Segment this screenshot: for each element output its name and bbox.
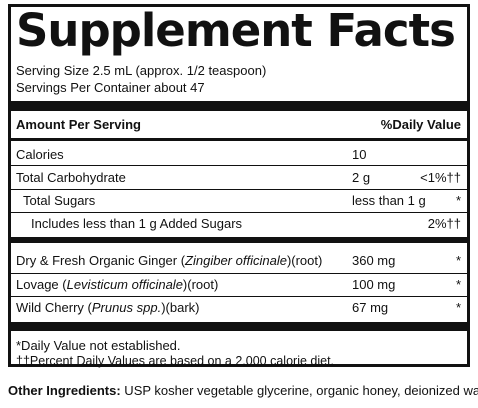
- row-carbohydrate-name: Total Carbohydrate: [16, 170, 126, 185]
- row-carbohydrate-dv: <1%††: [420, 170, 461, 185]
- header-divider: [11, 138, 467, 141]
- row-calories-amount: 10: [352, 147, 367, 162]
- row-added-sugars-dv: 2%††: [427, 216, 461, 231]
- amount-per-serving-header: Amount Per Serving: [16, 117, 141, 132]
- thick-divider-middle: [11, 237, 467, 243]
- row-divider: [11, 273, 467, 274]
- row-calories-name: Calories: [16, 147, 64, 162]
- row-wild-cherry-amount: 67 mg: [352, 300, 389, 315]
- row-total-sugars-name: Total Sugars: [23, 193, 96, 208]
- servings-per-container: Servings Per Container about 47: [16, 80, 205, 95]
- supplement-facts-panel: Supplement Facts Serving Size 2.5 mL (ap…: [8, 4, 470, 368]
- row-ginger-amount: 360 mg: [352, 253, 396, 268]
- row-wild-cherry-dv: *: [455, 300, 461, 315]
- thick-divider-bottom: [11, 322, 467, 331]
- row-divider: [11, 212, 467, 213]
- row-ginger-dv: *: [455, 253, 461, 268]
- footnote-daily-value: *Daily Value not established.: [16, 338, 181, 353]
- row-lovage-amount: 100 mg: [352, 277, 396, 292]
- other-ingredients-label: Other Ingredients:: [8, 383, 121, 398]
- row-lovage-name: Lovage (Levisticum officinale)(root): [16, 277, 219, 292]
- thick-divider-top: [11, 101, 467, 111]
- row-lovage-dv: *: [455, 277, 461, 292]
- row-added-sugars-name: Includes less than 1 g Added Sugars: [31, 216, 243, 231]
- row-wild-cherry-name: Wild Cherry (Prunus spp.)(bark): [16, 300, 200, 315]
- other-ingredients: Other Ingredients: USP kosher vegetable …: [8, 383, 478, 399]
- row-divider: [11, 296, 467, 297]
- row-ginger-name: Dry & Fresh Organic Ginger (Zingiber off…: [16, 253, 323, 268]
- row-divider: [11, 165, 467, 166]
- serving-size: Serving Size 2.5 mL (approx. 1/2 teaspoo…: [16, 63, 267, 78]
- row-divider: [11, 189, 467, 190]
- row-total-sugars-amount: less than 1 g: [352, 193, 426, 208]
- other-ingredients-text: USP kosher vegetable glycerine, organic …: [120, 383, 478, 398]
- row-carbohydrate-amount: 2 g: [352, 170, 371, 185]
- footnote-percent-dv: ††Percent Daily Values are based on a 2,…: [16, 354, 335, 368]
- daily-value-header: %Daily Value: [380, 117, 461, 132]
- row-total-sugars-dv: *: [455, 193, 461, 208]
- panel-title: Supplement Facts: [16, 4, 456, 57]
